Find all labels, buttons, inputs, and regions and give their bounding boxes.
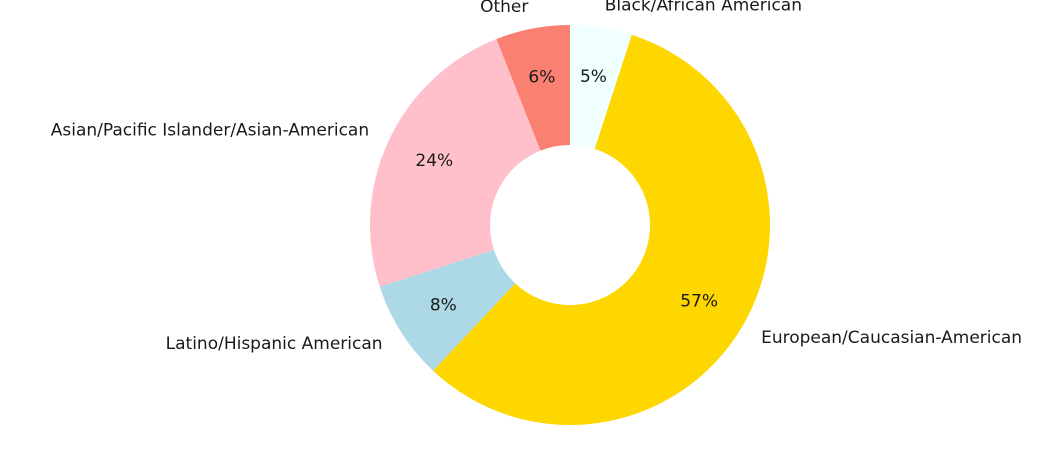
slice-category-label: Black/African American [605, 0, 802, 16]
donut-slice [570, 25, 632, 149]
slice-percent-label: 6% [528, 68, 555, 88]
slice-category-label: Asian/Pacific Islander/Asian-American [51, 120, 369, 140]
slice-category-label: Other [480, 0, 528, 17]
slice-percent-label: 8% [430, 295, 457, 315]
slice-percent-label: 5% [580, 67, 607, 87]
slice-percent-label: 24% [415, 151, 453, 171]
slice-percent-label: 57% [680, 291, 718, 311]
slice-category-label: Latino/Hispanic American [166, 334, 383, 354]
donut-slice [369, 39, 541, 287]
donut-slice [496, 25, 570, 151]
donut-slice [379, 249, 516, 371]
donut-slice [433, 34, 770, 425]
slice-category-label: European/Caucasian-American [761, 328, 1022, 348]
